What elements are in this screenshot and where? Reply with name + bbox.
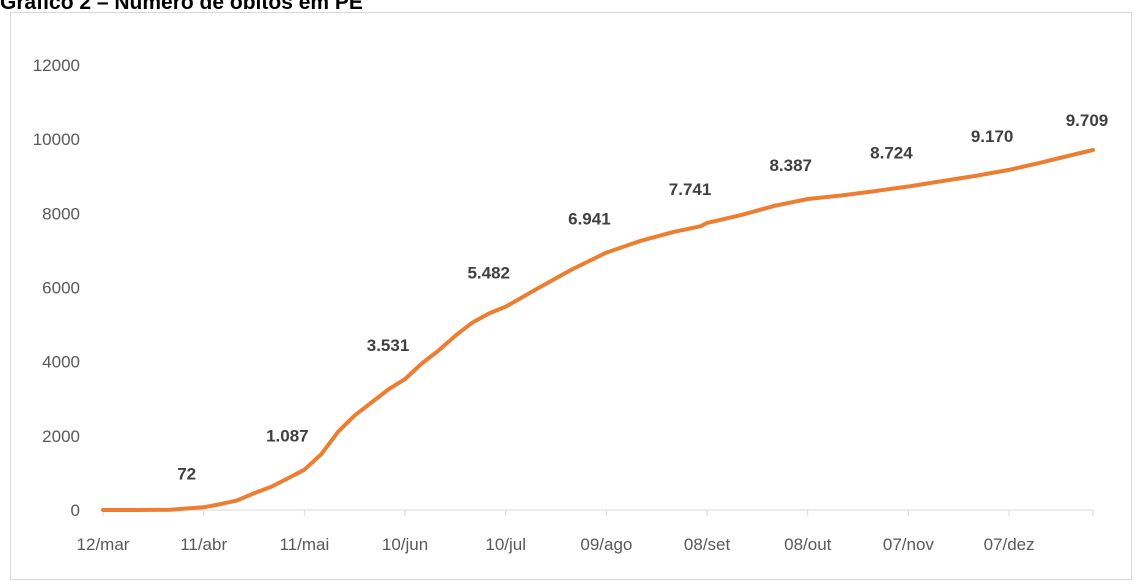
data-label: 8.387 (769, 156, 812, 175)
x-tick-label: 10/jul (485, 535, 526, 554)
chart-title: Gráfico 2 – Número de óbitos em PE (0, 0, 363, 14)
x-tick-label: 12/mar (77, 535, 130, 554)
data-label: 1.087 (266, 427, 309, 446)
y-tick-label: 4000 (42, 353, 80, 372)
data-label: 9.709 (1066, 111, 1109, 130)
x-tick-label: 10/jun (382, 535, 428, 554)
data-label: 5.482 (467, 264, 510, 283)
data-label: 6.941 (568, 210, 611, 229)
x-tick-label: 07/dez (984, 535, 1035, 554)
x-tick-label: 07/nov (883, 535, 935, 554)
y-tick-label: 0 (71, 501, 80, 520)
series-line (101, 148, 1095, 512)
data-label: 8.724 (870, 143, 913, 162)
x-tick-label: 09/ago (580, 535, 632, 554)
data-label: 7.741 (669, 180, 712, 199)
y-tick-label: 6000 (42, 279, 80, 298)
y-tick-label: 12000 (33, 56, 80, 75)
chart-frame (10, 12, 1132, 580)
y-tick-label: 8000 (42, 204, 80, 223)
data-label: 9.170 (971, 127, 1014, 146)
x-tick-label: 11/abr (180, 535, 227, 554)
x-tick-label: 11/mai (279, 535, 329, 554)
x-tick-label: 08/set (684, 535, 731, 554)
data-label: 3.531 (367, 336, 410, 355)
data-label: 72 (177, 464, 196, 483)
y-tick-label: 2000 (42, 427, 80, 446)
x-tick-label: 08/out (784, 535, 832, 554)
y-tick-label: 10000 (33, 130, 80, 149)
